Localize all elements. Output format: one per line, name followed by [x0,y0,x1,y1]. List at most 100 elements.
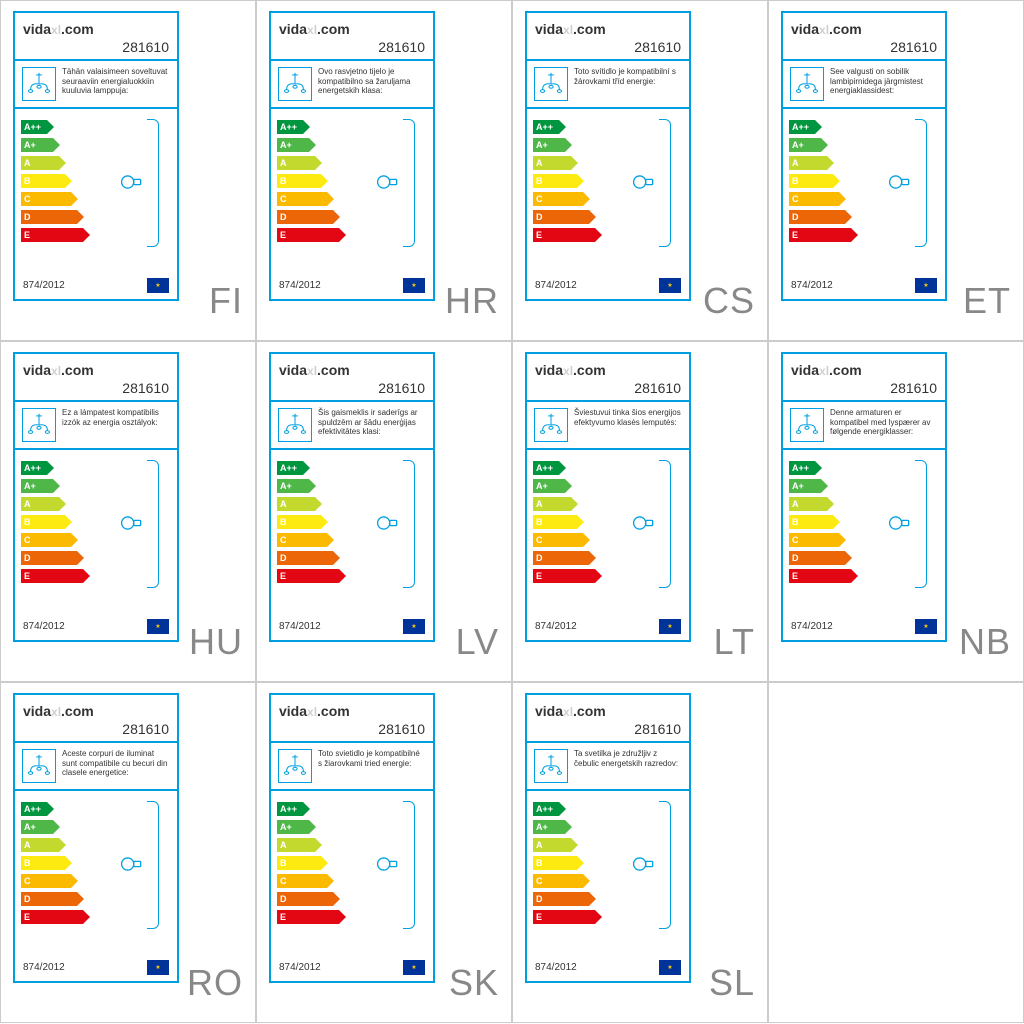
energy-class-label: E [536,571,542,581]
brand-text: vida [791,362,819,378]
card-footer: 874/2012 ★ [15,615,177,640]
eu-flag-icon: ★ [147,278,169,293]
regulation-code: 874/2012 [535,621,577,632]
description-text: Ovo rasvjetno tijelo je kompatibilno sa … [318,67,426,96]
bulb-icon [631,855,657,878]
country-code: SK [449,962,499,1004]
brand-text: vida [535,21,563,37]
description-row: Aceste corpuri de iluminat sunt compatib… [15,743,177,791]
energy-class-label: C [280,194,287,204]
grid-cell: vidaxl.com 281610 Denne armaturen er kom… [768,341,1024,682]
energy-class-label: A [280,840,287,850]
description-row: Tähän valaisimeen soveltuvat seuraaviin … [15,61,177,109]
brand: vidaxl.com [527,13,689,39]
product-code: 281610 [271,380,433,402]
energy-scale: A++ A+ A B [271,450,433,606]
energy-class-label: A [24,499,31,509]
brand-text: vida [279,21,307,37]
energy-class-label: E [280,571,286,581]
energy-class-label: A [536,840,543,850]
product-code: 281610 [783,380,945,402]
energy-class-label: A [792,499,799,509]
chandelier-icon [534,67,568,101]
chandelier-icon [22,408,56,442]
brand-text: vida [23,703,51,719]
energy-class-label: A++ [24,122,41,132]
energy-scale: A++ A+ A B [527,450,689,606]
brand-suffix: .com [317,21,350,37]
bulb-icon [375,855,401,878]
brand-text: vida [23,362,51,378]
card-footer: 874/2012 ★ [783,274,945,299]
grid-cell [768,682,1024,1023]
energy-class-label: D [24,894,31,904]
brand-xl: xl [819,364,829,378]
description-row: Šis gaismeklis ir saderīgs ar spuldzēm a… [271,402,433,450]
brand-xl: xl [819,23,829,37]
energy-class-label: A+ [792,140,804,150]
eu-flag-icon: ★ [147,619,169,634]
brand-xl: xl [563,705,573,719]
energy-class-label: A+ [280,822,292,832]
energy-class-label: D [536,894,543,904]
energy-class-label: A++ [536,122,553,132]
brand-text: vida [791,21,819,37]
brand-suffix: .com [317,362,350,378]
bulb-bracket [625,119,683,249]
energy-class-label: A++ [536,463,553,473]
energy-class-label: C [536,876,543,886]
brand-suffix: .com [573,21,606,37]
card-footer: 874/2012 ★ [271,274,433,299]
energy-class-label: A+ [280,481,292,491]
brand-xl: xl [307,23,317,37]
country-code: HR [445,280,499,322]
energy-class-label: E [280,912,286,922]
energy-scale: A++ A+ A B [271,791,433,947]
product-code: 281610 [271,721,433,743]
energy-scale: A++ A+ A B [271,109,433,265]
brand-suffix: .com [61,362,94,378]
card-footer: 874/2012 ★ [527,274,689,299]
chandelier-icon [22,749,56,783]
brand-xl: xl [307,364,317,378]
energy-label-card: vidaxl.com 281610 Toto svítidlo je kompa… [525,11,691,301]
energy-label-card: vidaxl.com 281610 Aceste corpuri de ilum… [13,693,179,983]
eu-flag-icon: ★ [659,278,681,293]
bulb-icon [887,514,913,537]
energy-class-label: A [536,158,543,168]
energy-class-label: B [24,517,31,527]
brand-text: vida [23,21,51,37]
bulb-icon [375,514,401,537]
regulation-code: 874/2012 [23,962,65,973]
regulation-code: 874/2012 [23,280,65,291]
description-text: Aceste corpuri de iluminat sunt compatib… [62,749,170,778]
description-text: Ta svetilka je združljiv z čebulic energ… [574,749,682,768]
regulation-code: 874/2012 [791,621,833,632]
card-footer: 874/2012 ★ [783,615,945,640]
energy-scale: A++ A+ A B [783,109,945,265]
bracket-line [403,801,415,929]
energy-scale: A++ A+ A B [15,109,177,265]
bracket-line [659,119,671,247]
brand: vidaxl.com [15,13,177,39]
regulation-code: 874/2012 [279,280,321,291]
bracket-line [915,460,927,588]
chandelier-icon [790,67,824,101]
energy-class-label: A [280,499,287,509]
energy-class-label: A+ [24,140,36,150]
energy-class-label: A+ [536,481,548,491]
country-code: FI [209,280,243,322]
chandelier-icon [278,67,312,101]
product-code: 281610 [527,380,689,402]
energy-class-label: D [24,212,31,222]
energy-scale: A++ A+ A B [15,791,177,947]
description-row: Toto svítidlo je kompatibilní s žárovkam… [527,61,689,109]
country-code: LT [714,621,755,663]
grid-cell: vidaxl.com 281610 Tähän valaisimeen sove… [0,0,256,341]
chandelier-icon [278,749,312,783]
card-footer: 874/2012 ★ [15,956,177,981]
energy-class-label: D [280,212,287,222]
grid-cell: vidaxl.com 281610 Toto svítidlo je kompa… [512,0,768,341]
energy-class-label: A+ [24,481,36,491]
energy-class-label: B [536,858,543,868]
